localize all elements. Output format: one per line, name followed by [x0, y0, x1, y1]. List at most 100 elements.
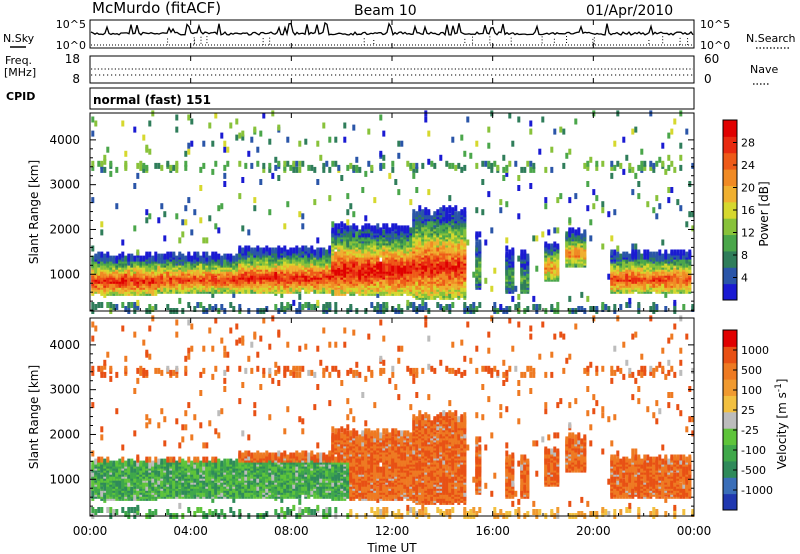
power-cell — [544, 197, 548, 204]
power-cell — [217, 227, 221, 234]
power-cell — [538, 148, 542, 155]
power-cell — [391, 166, 395, 173]
power-cell — [241, 130, 245, 137]
power-cell — [187, 142, 191, 149]
power-cell — [367, 128, 371, 135]
power-cell — [634, 249, 638, 256]
power-cell — [586, 295, 590, 302]
power-cell — [667, 154, 671, 161]
power-cell — [394, 223, 398, 230]
power-cell — [343, 223, 347, 230]
power-cell — [121, 255, 125, 262]
power-cell — [529, 160, 533, 167]
power-cell — [262, 162, 266, 169]
power-cell — [337, 267, 341, 274]
velocity-cell — [145, 422, 149, 429]
power-cell — [157, 217, 161, 224]
power-cell — [616, 160, 620, 167]
power-cell — [187, 261, 191, 268]
power-cell — [157, 162, 161, 169]
power-cell — [451, 162, 455, 169]
power-cell — [517, 302, 521, 308]
power-cell — [226, 146, 230, 153]
power-cell — [178, 297, 182, 304]
velocity-cell — [121, 444, 125, 451]
power-cell — [667, 164, 671, 171]
power-cell — [652, 162, 656, 169]
power-cell — [142, 162, 146, 169]
velocity-cell — [145, 456, 149, 463]
power-cell — [655, 195, 659, 202]
power-cell — [451, 136, 455, 143]
power-cell — [238, 245, 242, 252]
beam-title: Beam 10 — [354, 3, 417, 19]
power-cell — [337, 289, 341, 296]
power-cell — [670, 187, 674, 193]
power-cell — [271, 279, 275, 286]
power-cell — [397, 225, 401, 232]
power-cell — [505, 251, 509, 258]
power-cell — [196, 251, 200, 258]
power-cell — [247, 275, 251, 282]
power-cell — [463, 164, 467, 171]
power-cell — [454, 164, 458, 171]
power-cell — [502, 154, 506, 161]
power-cell — [430, 215, 434, 222]
power-cell — [553, 128, 557, 135]
power-cell — [550, 146, 554, 153]
power-cell — [181, 219, 185, 226]
power-cell — [133, 261, 137, 268]
velocity-cell — [133, 331, 137, 338]
velocity-cell — [148, 353, 152, 360]
power-cell — [679, 249, 683, 256]
power-cell — [175, 213, 179, 220]
power-cell — [346, 209, 350, 216]
power-cell — [325, 249, 329, 256]
noise-tick-right-bottom: 10^0 — [700, 39, 730, 52]
power-cell — [283, 164, 287, 171]
velocity-cell — [136, 504, 140, 511]
power-cell — [661, 253, 665, 260]
power-cell — [322, 275, 326, 282]
power-cell — [454, 205, 458, 212]
power-heatmap — [91, 110, 695, 314]
power-cell — [571, 227, 575, 234]
power-cell — [199, 267, 203, 274]
power-cell — [172, 251, 176, 258]
power-cell — [229, 253, 233, 260]
power-cell — [121, 239, 125, 246]
power-cell — [688, 211, 692, 218]
power-cell — [307, 164, 311, 171]
power-cell — [256, 146, 260, 153]
power-cell — [355, 164, 359, 171]
power-cell — [556, 227, 560, 234]
power-cell — [454, 211, 458, 218]
power-cell — [382, 229, 386, 236]
power-cell — [160, 203, 164, 210]
power-cell — [367, 223, 371, 230]
power-cell — [673, 267, 677, 274]
power-cell — [289, 304, 293, 310]
power-cell — [520, 249, 524, 256]
power-cell — [556, 197, 560, 204]
power-cell — [136, 299, 140, 306]
power-cell — [304, 302, 308, 308]
power-cell — [316, 287, 320, 294]
power-cell — [142, 255, 146, 262]
power-cell — [679, 164, 683, 171]
power-cell — [448, 195, 452, 202]
power-cell — [640, 160, 644, 167]
power-cell — [130, 281, 134, 288]
power-cell — [610, 160, 614, 167]
power-cell — [265, 255, 269, 262]
power-cell — [148, 120, 152, 127]
nave-tick-top: 60 — [704, 52, 719, 66]
power-cell — [148, 257, 152, 264]
power-cell — [478, 302, 482, 308]
power-cell — [382, 302, 386, 308]
power-cell — [649, 251, 653, 258]
power-cell — [436, 302, 440, 308]
power-cell — [91, 197, 95, 204]
power-cell — [526, 253, 530, 260]
power-cell — [304, 279, 308, 286]
